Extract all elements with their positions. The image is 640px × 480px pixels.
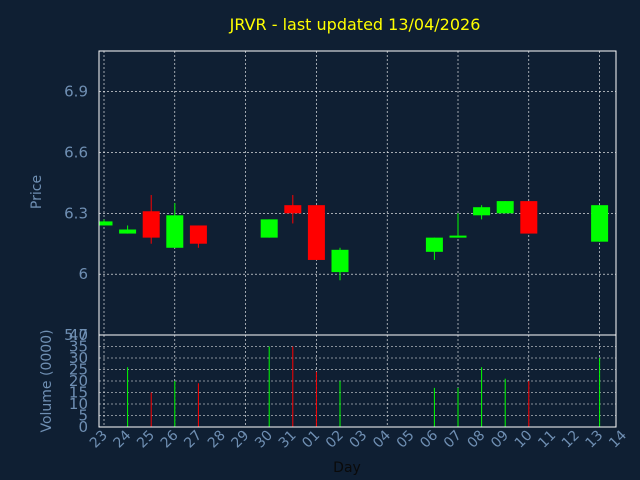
x-ticks: 23 24 25 26 27 28 29 30 31 01 02 03 04 05 06 07 08 09 10 11… <box>87 427 630 451</box>
x-tick-label: 07 <box>441 428 465 452</box>
x-axis-label: Day <box>333 460 361 476</box>
x-tick-label: 28 <box>205 428 229 452</box>
x-tick-label: 29 <box>229 428 253 452</box>
candle-body <box>591 205 609 242</box>
candle-body <box>119 229 137 234</box>
volume-bars <box>127 346 601 427</box>
chart-title: JRVR - last updated 13/04/2026 <box>229 15 481 34</box>
x-tick-label: 02 <box>323 428 347 452</box>
volume-tick-label: 20 <box>69 372 88 390</box>
volume-tick-label: 35 <box>69 338 88 356</box>
candle-body <box>449 235 467 238</box>
x-tick-label: 30 <box>252 428 276 452</box>
x-tick-label: 25 <box>134 428 158 452</box>
volume-grid <box>99 334 616 428</box>
price-tick-label: 6 <box>78 265 88 283</box>
x-tick-label: 26 <box>158 427 182 451</box>
x-tick-label: 08 <box>465 428 489 452</box>
price-axis-label: Price <box>29 175 45 209</box>
x-tick-label: 31 <box>276 428 300 452</box>
x-tick-label: 03 <box>347 428 371 452</box>
x-tick-label: 24 <box>111 427 135 451</box>
x-tick-label: 14 <box>606 427 630 451</box>
price-tick-label: 6.3 <box>64 204 88 222</box>
volume-tick-label: 25 <box>69 361 88 379</box>
candle-body <box>425 237 443 252</box>
candle-body <box>520 201 538 234</box>
price-plot-frame <box>98 50 617 336</box>
price-grid <box>99 51 616 336</box>
candle-body <box>307 205 325 260</box>
x-tick-label: 09 <box>488 428 512 452</box>
volume-plot-frame <box>98 334 617 428</box>
x-tick-label: 11 <box>535 428 559 452</box>
volume-tick-label: 5 <box>78 407 88 425</box>
candle-body <box>496 201 514 214</box>
price-y-ticks: 5.7 6 6.3 6.6 6.9 <box>64 83 88 344</box>
candle-body <box>142 211 160 238</box>
x-tick-label: 04 <box>370 427 394 451</box>
candle-body <box>260 219 278 238</box>
x-tick-label: 13 <box>583 428 607 452</box>
candle-body <box>331 249 349 273</box>
x-tick-label: 01 <box>299 428 323 452</box>
volume-tick-label: 10 <box>69 395 88 413</box>
x-tick-label: 10 <box>512 428 536 452</box>
x-tick-label: 06 <box>417 427 441 451</box>
x-tick-label: 12 <box>559 428 583 452</box>
price-tick-label: 6.6 <box>64 143 88 161</box>
volume-tick-label: 40 <box>69 326 88 344</box>
x-tick-label: 27 <box>181 428 205 452</box>
price-tick-label: 6.9 <box>64 83 88 101</box>
candle-body <box>189 225 207 244</box>
candle-body <box>473 207 491 216</box>
candle-body <box>99 221 113 226</box>
volume-tick-label: 15 <box>69 384 88 402</box>
volume-tick-label: 30 <box>69 349 88 367</box>
x-tick-label: 05 <box>394 428 418 452</box>
candlesticks <box>99 195 609 281</box>
candle-body <box>284 205 302 214</box>
volume-tick-label: 0 <box>78 418 88 436</box>
volume-axis-label: Volume (0000) <box>39 329 55 432</box>
x-tick-label: 23 <box>87 428 111 452</box>
price-tick-label: 5.7 <box>64 326 88 344</box>
candle-body <box>166 215 184 248</box>
